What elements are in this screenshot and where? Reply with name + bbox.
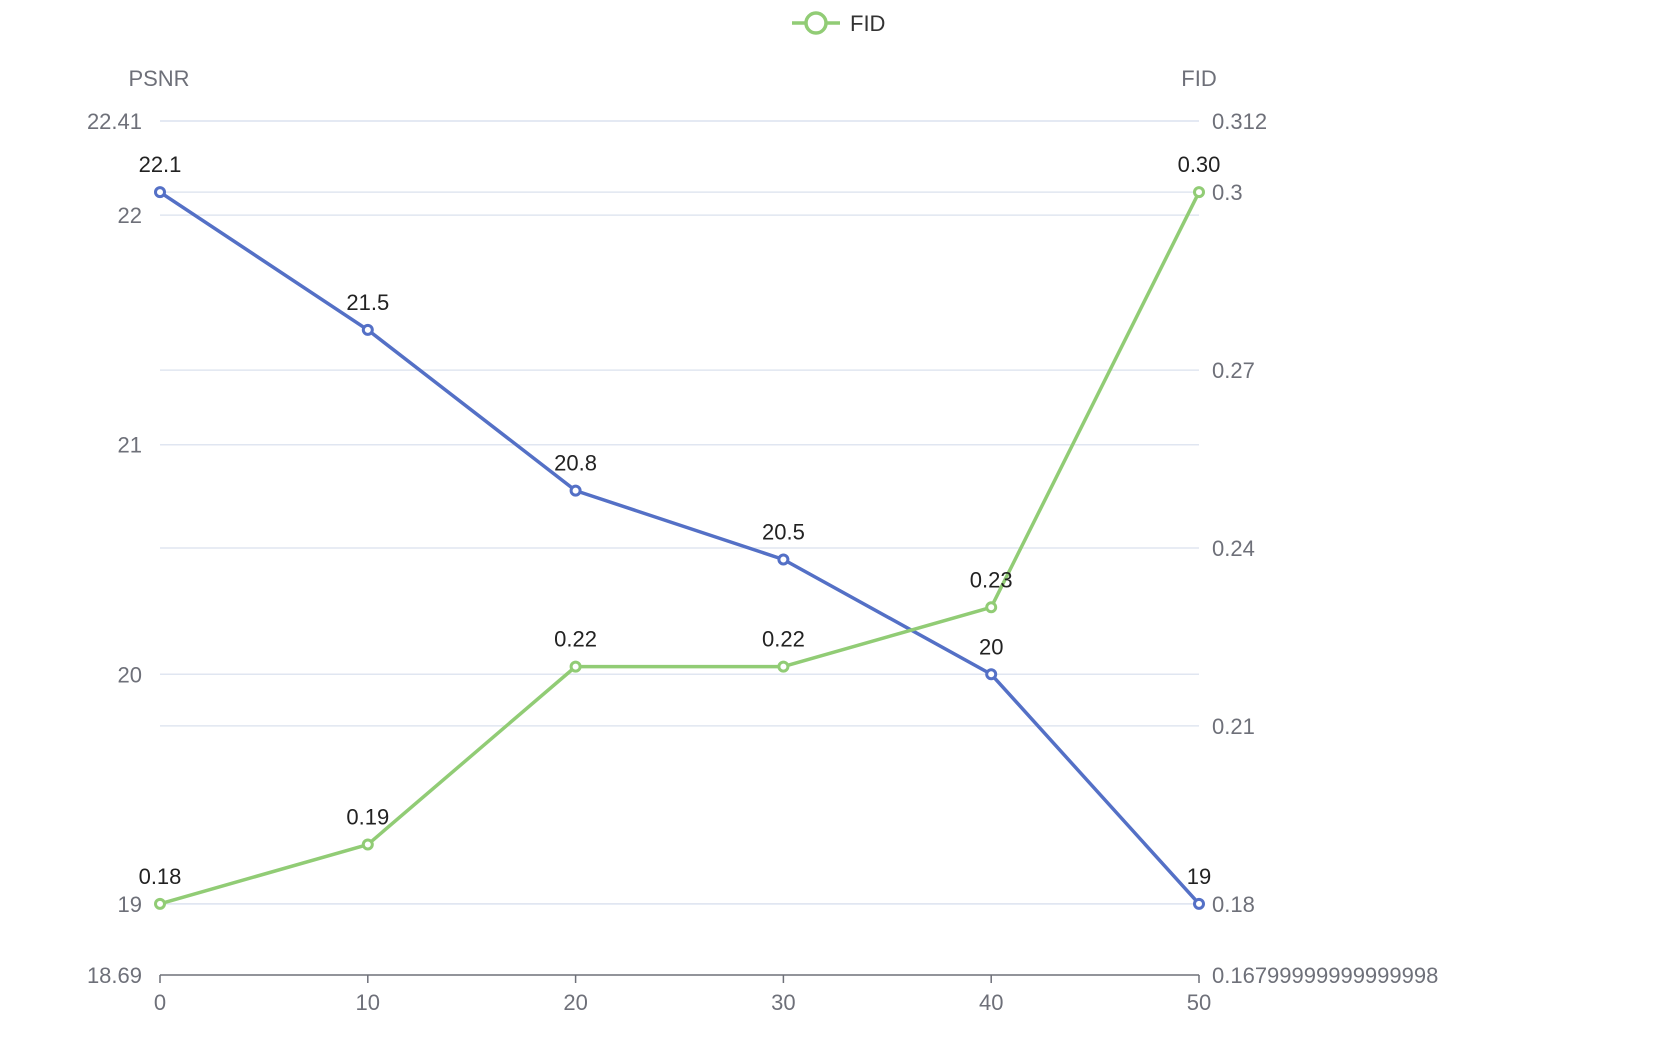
y-right-tick-label: 0.27: [1212, 358, 1255, 383]
data-point: [1193, 186, 1205, 199]
data-point: [569, 660, 582, 673]
data-label: 22.1: [139, 152, 182, 177]
data-label: 0.22: [762, 627, 805, 652]
data-point: [777, 553, 790, 566]
y-left-tick-label: 18.69: [87, 963, 142, 988]
y-right-tick-label: 0.21: [1212, 714, 1255, 739]
data-label: 19: [1187, 864, 1211, 889]
y-right-tick-label: 0.18: [1212, 892, 1255, 917]
grid-lines: [160, 120, 1199, 905]
data-point: [985, 601, 998, 614]
y-right-tick-label: 0.3: [1212, 180, 1243, 205]
data-point: [569, 484, 582, 497]
data-point: [361, 323, 374, 336]
data-label: 0.18: [139, 864, 182, 889]
data-point: [777, 660, 790, 673]
y-left-tick-label: 19: [118, 892, 142, 917]
y-left-tick-label: 20: [118, 662, 142, 687]
data-point: [985, 668, 998, 681]
series-line-fid: [159, 191, 1201, 906]
legend[interactable]: FID: [792, 11, 885, 36]
series-layer: [154, 186, 1205, 910]
y-left-tick-label: 22: [118, 203, 142, 228]
data-label: 0.19: [346, 805, 389, 830]
x-tick-label: 50: [1187, 990, 1211, 1015]
y-right-tick-label: 0.16799999999999998: [1212, 963, 1438, 988]
x-tick-label: 40: [979, 990, 1003, 1015]
data-point: [361, 838, 374, 851]
legend-swatch-marker: [804, 11, 828, 35]
data-label: 20.8: [554, 451, 597, 476]
y-right-axis-name: FID: [1181, 66, 1216, 91]
data-label: 0.22: [554, 627, 597, 652]
data-label: 0.30: [1178, 152, 1221, 177]
data-label: 20.5: [762, 519, 805, 544]
y-left-tick-label: 22.41: [87, 109, 142, 134]
x-tick-label: 30: [771, 990, 795, 1015]
x-tick-label: 10: [356, 990, 380, 1015]
series-line-left: [159, 190, 1201, 906]
data-labels: 22.1 21.5 20.8 20.5 20 19 0.18 0.19 0.22 0.22 0.23…: [139, 152, 1221, 889]
data-point: [1193, 897, 1205, 910]
axes: 0 10 20 30 40 50 18.69 19 20 21 22 22.41 PSNR 0.16799…: [87, 66, 1438, 1015]
y-right-tick-label: 0.24: [1212, 536, 1255, 561]
data-point: [154, 186, 166, 199]
x-tick-label: 0: [154, 990, 166, 1015]
data-label: 20: [979, 634, 1003, 659]
legend-label: FID: [850, 11, 885, 36]
x-tick-label: 20: [563, 990, 587, 1015]
y-left-tick-label: 21: [118, 433, 142, 458]
y-left-axis-name: PSNR: [128, 66, 189, 91]
data-label: 21.5: [346, 290, 389, 315]
y-right-tick-label: 0.312: [1212, 109, 1267, 134]
data-point: [154, 897, 166, 910]
data-label: 0.23: [970, 567, 1013, 592]
